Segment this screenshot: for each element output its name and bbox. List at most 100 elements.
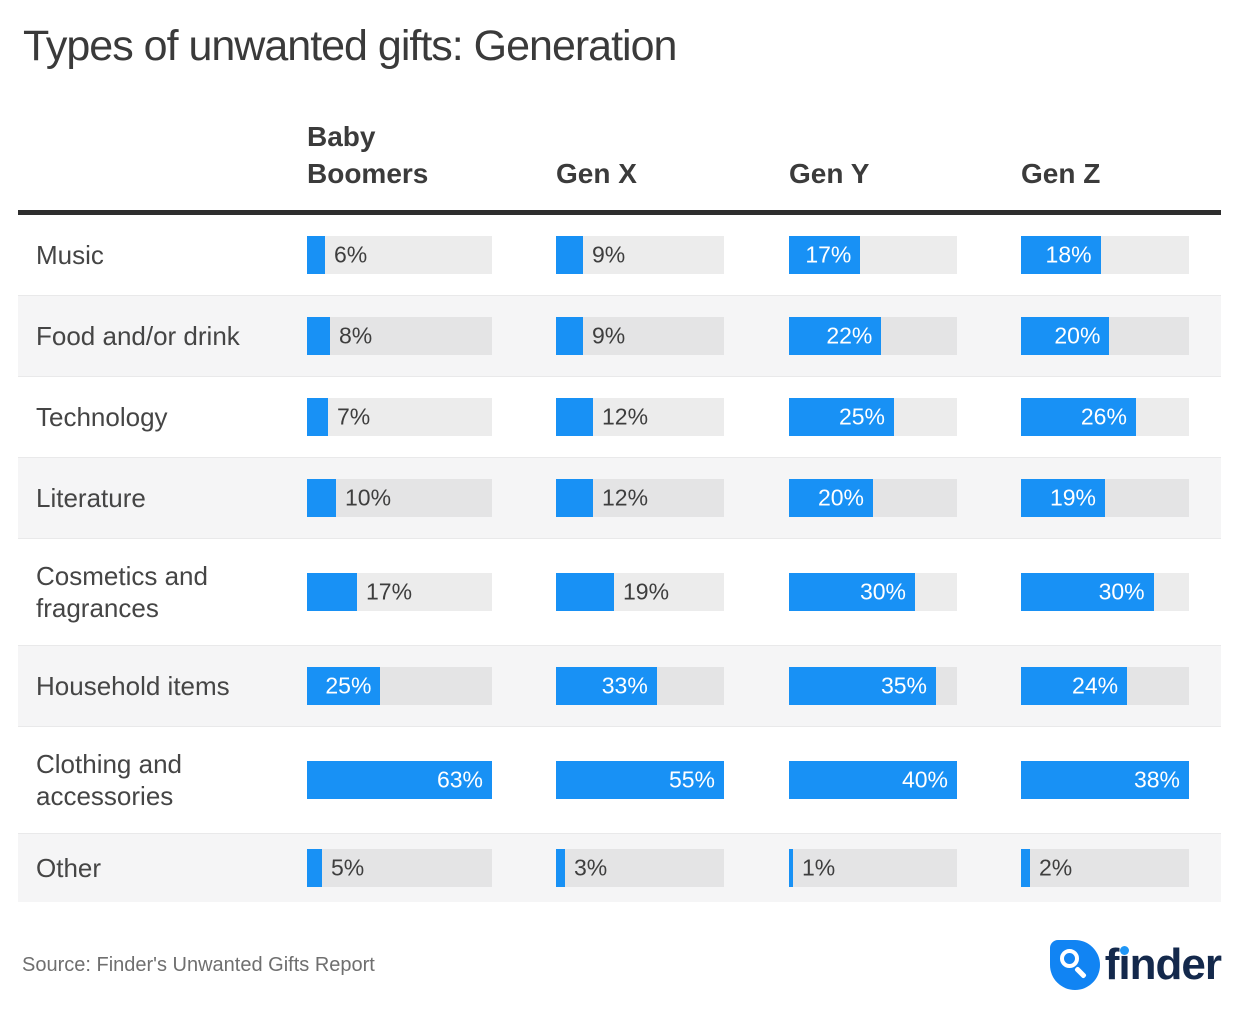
- row-label: Household items: [18, 670, 307, 702]
- bar-track: 33%: [556, 667, 724, 706]
- bar-cell: 10%: [307, 479, 556, 518]
- bar-fill: 19%: [1021, 479, 1105, 518]
- bar-track: 25%: [789, 398, 957, 437]
- bar-track: 17%: [307, 573, 492, 612]
- bar-track: 5%: [307, 849, 492, 888]
- bar-fill: 20%: [1021, 317, 1110, 356]
- bar-value-label: 9%: [592, 322, 626, 349]
- row-label-text: Music: [36, 240, 104, 271]
- bar-fill: 55%: [556, 761, 724, 800]
- row-label: Technology: [18, 401, 307, 433]
- bar-cell: 40%: [789, 761, 1021, 800]
- bar-value-label: 35%: [880, 672, 927, 699]
- row-label: Music: [18, 239, 307, 271]
- bar-cell: 1%: [789, 849, 1021, 888]
- bar-value-label: 1%: [802, 854, 836, 881]
- footer: Source: Finder's Unwanted Gifts Report f…: [18, 940, 1222, 991]
- bar-cell: 19%: [556, 573, 789, 612]
- bar-value-label: 40%: [901, 766, 948, 793]
- bar-cell: 30%: [1021, 573, 1221, 612]
- bar-cell: 25%: [307, 667, 556, 706]
- bar-value-label: 2%: [1039, 854, 1073, 881]
- bar-value-label: 19%: [623, 578, 670, 605]
- bar-value-label: 3%: [574, 854, 608, 881]
- bar-value-label: 63%: [436, 766, 483, 793]
- bar-fill: 17%: [789, 236, 861, 275]
- bar-fill: 20%: [789, 479, 873, 518]
- bar-fill: [556, 479, 593, 518]
- bar-track: 8%: [307, 317, 492, 356]
- table-row: Food and/or drink 8% 9% 22% 20%: [18, 295, 1221, 377]
- bar-track: 1%: [789, 849, 957, 888]
- bar-value-label: 17%: [366, 578, 413, 605]
- column-header: Gen Y: [789, 158, 870, 190]
- bar-value-label: 55%: [668, 766, 715, 793]
- bar-value-label: 7%: [337, 403, 371, 430]
- row-label: Cosmetics and fragrances: [18, 560, 307, 624]
- table-row: Cosmetics and fragrances 17% 19% 30% 30%: [18, 538, 1221, 645]
- bar-value-label: 20%: [817, 484, 864, 511]
- bar-cell: 3%: [556, 849, 789, 888]
- bar-value-label: 8%: [339, 322, 373, 349]
- bar-cell: 9%: [556, 236, 789, 275]
- bar-value-label: 20%: [1054, 322, 1101, 349]
- bar-fill: [556, 398, 593, 437]
- bar-cell: 7%: [307, 398, 556, 437]
- bar-track: 2%: [1021, 849, 1189, 888]
- bar-fill: 35%: [789, 667, 936, 706]
- bar-cell: 18%: [1021, 236, 1221, 275]
- bar-track: 17%: [789, 236, 957, 275]
- row-label: Literature: [18, 482, 307, 514]
- bar-track: 18%: [1021, 236, 1189, 275]
- bar-track: 30%: [789, 573, 957, 612]
- bar-track: 30%: [1021, 573, 1189, 612]
- bar-fill: 26%: [1021, 398, 1136, 437]
- bar-fill: 25%: [307, 667, 381, 706]
- bar-fill: [789, 849, 794, 888]
- bar-value-label: 6%: [334, 241, 368, 268]
- bar-cell: 63%: [307, 761, 556, 800]
- bar-value-label: 25%: [838, 403, 885, 430]
- bar-fill: [307, 849, 322, 888]
- bar-fill: 30%: [1021, 573, 1154, 612]
- magnifier-handle: [1073, 966, 1087, 980]
- column-header: Gen X: [556, 158, 637, 190]
- bar-track: 55%: [556, 761, 724, 800]
- bar-cell: 12%: [556, 479, 789, 518]
- bar-fill: [307, 398, 328, 437]
- bar-value-label: 24%: [1072, 672, 1119, 699]
- bar-fill: [556, 573, 615, 612]
- bar-cell: 35%: [789, 667, 1021, 706]
- bar-value-label: 5%: [331, 854, 365, 881]
- table-row: Literature 10% 12% 20% 19%: [18, 457, 1221, 539]
- bar-track: 12%: [556, 398, 724, 437]
- bar-track: 24%: [1021, 667, 1189, 706]
- bar-cell: 24%: [1021, 667, 1221, 706]
- header-divider-rule: [18, 210, 1221, 216]
- logo-i-dot: [1120, 946, 1130, 956]
- table-row: Other 5% 3% 1% 2%: [18, 833, 1221, 903]
- bar-value-label: 25%: [325, 672, 372, 699]
- column-header: Baby Boomers: [307, 121, 429, 190]
- bar-fill: 25%: [789, 398, 894, 437]
- column-header: Gen Z: [1021, 158, 1101, 190]
- table-row: Technology 7% 12% 25% 26%: [18, 376, 1221, 457]
- bar-track: 19%: [1021, 479, 1189, 518]
- bar-track: 20%: [1021, 317, 1189, 356]
- bar-value-label: 12%: [602, 484, 649, 511]
- bar-fill: 63%: [307, 761, 492, 800]
- bar-cell: 20%: [1021, 317, 1221, 356]
- bar-fill: 18%: [1021, 236, 1101, 275]
- bar-cell: 38%: [1021, 761, 1221, 800]
- chart-title: Types of unwanted gifts: Generation: [23, 22, 677, 70]
- bar-track: 3%: [556, 849, 724, 888]
- row-label-text: Technology: [36, 402, 168, 433]
- bar-track: 20%: [789, 479, 957, 518]
- bar-cell: 33%: [556, 667, 789, 706]
- bar-cell: 12%: [556, 398, 789, 437]
- bar-value-label: 19%: [1049, 484, 1096, 511]
- bar-track: 22%: [789, 317, 957, 356]
- bar-track: 26%: [1021, 398, 1189, 437]
- bar-value-label: 12%: [602, 403, 649, 430]
- magnifier-droplet-icon: [1049, 940, 1100, 991]
